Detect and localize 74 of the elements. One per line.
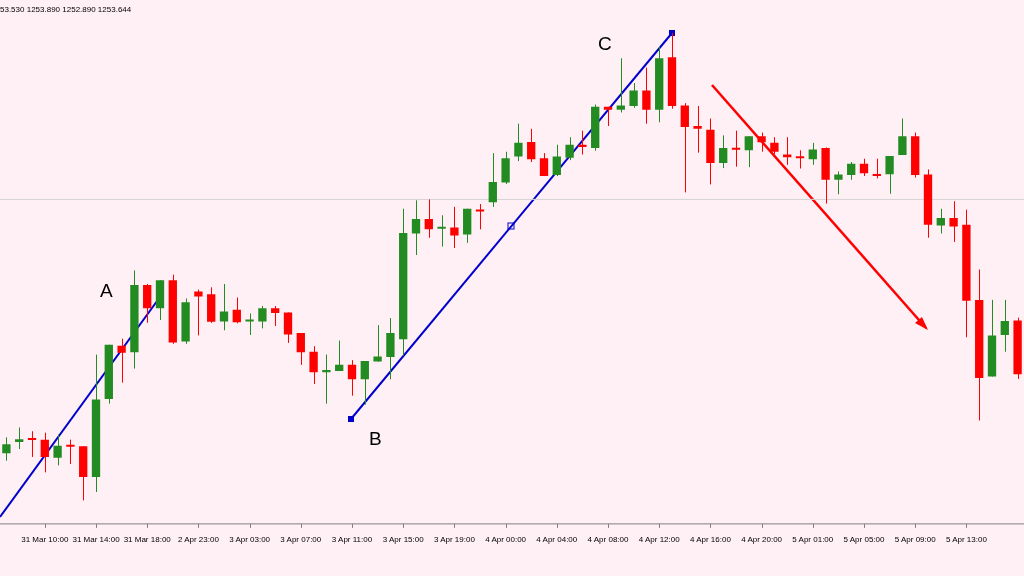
candlestick bbox=[616, 57, 625, 113]
annotation: B bbox=[369, 428, 382, 449]
candlestick bbox=[347, 359, 357, 397]
candlestick bbox=[693, 105, 702, 154]
candlestick bbox=[898, 118, 907, 156]
x-tick-label: 5 Apr 09:00 bbox=[894, 535, 937, 545]
candlestick bbox=[629, 82, 638, 109]
candlestick bbox=[296, 332, 305, 366]
candlestick bbox=[450, 206, 459, 249]
candlestick bbox=[258, 305, 267, 329]
x-tick-label: 3 Apr 07:00 bbox=[280, 535, 322, 545]
x-tick-label: 31 Mar 18:00 bbox=[123, 535, 172, 545]
candlestick bbox=[40, 432, 49, 473]
candlestick bbox=[949, 200, 958, 243]
candlestick bbox=[795, 149, 805, 170]
candlestick bbox=[335, 340, 344, 372]
candlestick bbox=[834, 170, 843, 195]
candlestick bbox=[194, 289, 203, 336]
x-tick-label: 4 Apr 20:00 bbox=[741, 535, 783, 545]
candlestick bbox=[578, 130, 587, 156]
candlestick bbox=[360, 360, 369, 406]
x-tick-label: 4 Apr 00:00 bbox=[485, 535, 527, 545]
x-tick-label: 31 Mar 14:00 bbox=[72, 535, 121, 545]
candlestick bbox=[757, 132, 766, 153]
candlestick bbox=[475, 203, 485, 230]
candlestick bbox=[27, 430, 37, 458]
candlestick bbox=[808, 142, 817, 166]
candlestick bbox=[1000, 299, 1009, 353]
x-tick-label: 4 Apr 12:00 bbox=[638, 535, 681, 545]
x-tick-label: 31 Mar 10:00 bbox=[21, 535, 69, 545]
candlestick bbox=[527, 128, 536, 163]
candlestick bbox=[66, 439, 75, 465]
x-tick-label: 3 Apr 11:00 bbox=[331, 535, 373, 545]
candlestick bbox=[245, 312, 254, 336]
candlestick bbox=[872, 158, 881, 179]
candlestick bbox=[283, 312, 293, 344]
candlestick bbox=[411, 199, 421, 256]
candlestick bbox=[322, 354, 331, 405]
candlestick bbox=[642, 67, 651, 125]
candlestick bbox=[680, 102, 689, 193]
candlestick bbox=[565, 136, 574, 161]
candlestick bbox=[719, 134, 728, 169]
text: 53.530 1253.890 1252.890 1253.644 bbox=[0, 5, 132, 14]
candlestick bbox=[386, 317, 395, 380]
candlestick bbox=[437, 214, 446, 248]
candlestick bbox=[53, 434, 62, 466]
x-tick-label: 4 Apr 04:00 bbox=[536, 535, 578, 545]
candlestick bbox=[488, 152, 497, 208]
candlestick bbox=[15, 426, 24, 450]
x-tick-label: 5 Apr 01:00 bbox=[792, 535, 834, 545]
candlestick bbox=[552, 144, 561, 177]
x-tick-label: 3 Apr 03:00 bbox=[229, 535, 271, 545]
candlestick bbox=[271, 305, 280, 327]
candlestick bbox=[936, 208, 945, 235]
x-tick-label: 3 Apr 19:00 bbox=[433, 535, 476, 545]
candlestick bbox=[117, 338, 126, 384]
candlestick bbox=[744, 135, 753, 168]
annotation: A bbox=[100, 280, 113, 301]
x-tick-label: 5 Apr 05:00 bbox=[843, 535, 886, 545]
candlestick bbox=[885, 155, 894, 195]
x-tick-label: 3 Apr 15:00 bbox=[382, 535, 425, 545]
candlestick bbox=[731, 130, 741, 168]
candlestick bbox=[373, 324, 382, 363]
candlestick bbox=[424, 198, 433, 239]
candlestick bbox=[309, 345, 318, 385]
annotation: C bbox=[598, 33, 612, 54]
x-tick-label: 5 Apr 13:00 bbox=[945, 535, 988, 545]
candlestick bbox=[143, 283, 152, 324]
candlestick bbox=[514, 123, 523, 162]
candlestick bbox=[2, 436, 11, 462]
x-tick-label: 4 Apr 08:00 bbox=[587, 535, 630, 545]
x-tick-label: 4 Apr 16:00 bbox=[689, 535, 732, 545]
x-tick-label: 2 Apr 23:00 bbox=[177, 535, 220, 545]
candlestick bbox=[232, 297, 241, 324]
